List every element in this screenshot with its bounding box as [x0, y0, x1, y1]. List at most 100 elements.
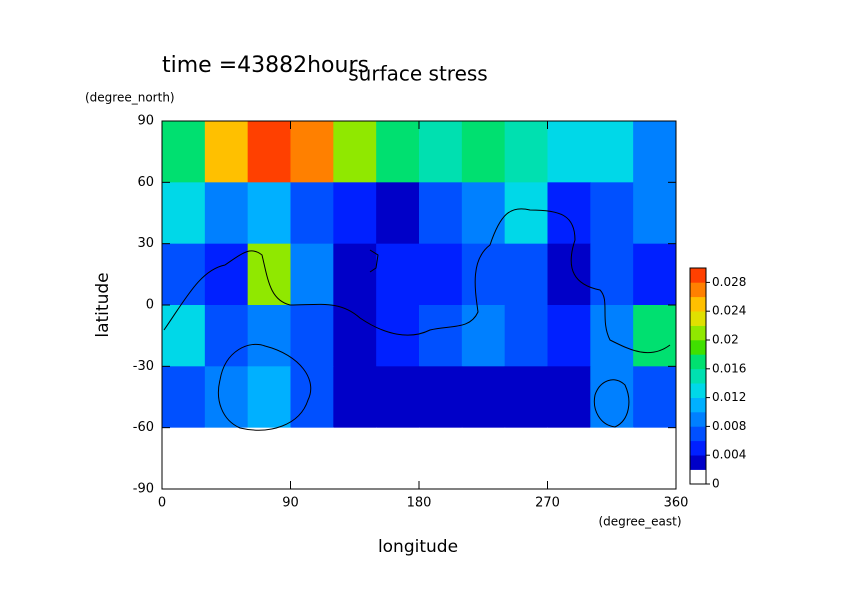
x-tick-label: 0 — [158, 496, 166, 511]
colorbar: 0 0.004 0.008 0.012 0.016 0.02 0.024 0.028 — [689, 267, 746, 491]
y-tick-label: 90 — [137, 114, 154, 129]
cell — [504, 121, 548, 183]
cell — [461, 366, 506, 429]
cell — [204, 243, 249, 306]
colorbar-swatch — [690, 426, 706, 442]
cell — [461, 182, 506, 245]
colorbar-swatch — [690, 397, 706, 413]
chart-title: surface stress — [348, 62, 487, 86]
cell — [547, 182, 591, 245]
cell — [376, 182, 420, 245]
cell — [247, 121, 291, 183]
y-tick-label: -90 — [133, 482, 154, 497]
cell — [504, 427, 548, 490]
cell — [333, 182, 377, 245]
cell — [419, 305, 463, 367]
cell — [419, 366, 463, 429]
cell — [419, 121, 463, 183]
cell — [590, 305, 634, 367]
cell — [590, 427, 634, 490]
cell — [333, 121, 377, 183]
cell — [204, 366, 249, 429]
cell — [204, 182, 249, 245]
cell — [162, 305, 206, 367]
subtitle: time =43882hours — [162, 53, 369, 78]
cell — [333, 427, 377, 490]
x-unit: (degree_east) — [598, 515, 681, 529]
cell — [633, 366, 677, 429]
cell — [204, 121, 249, 183]
cell — [461, 427, 506, 490]
colorbar-swatch — [690, 469, 706, 485]
cell — [590, 121, 634, 183]
colorbar-swatch — [690, 368, 706, 384]
cell — [419, 427, 463, 490]
colorbar-tick-label: 0.016 — [712, 361, 746, 375]
cell — [204, 305, 249, 367]
cell — [504, 305, 548, 367]
cell — [247, 366, 291, 429]
cell — [547, 305, 591, 367]
cell — [547, 121, 591, 183]
cell — [461, 243, 506, 306]
cell — [247, 243, 291, 306]
colorbar-swatch — [690, 354, 706, 370]
colorbar-frame — [689, 267, 707, 485]
cell — [162, 243, 206, 306]
cell — [590, 366, 634, 429]
cell — [290, 243, 334, 306]
x-tick-label: 360 — [664, 496, 689, 511]
colorbar-swatch — [690, 282, 706, 298]
colorbar-tick-label: 0.004 — [712, 448, 746, 462]
colorbar-swatch — [690, 311, 706, 326]
cell — [204, 427, 249, 490]
y-unit: (degree_north) — [85, 91, 175, 105]
cell — [419, 243, 463, 306]
cell — [333, 366, 377, 429]
x-label: longitude — [378, 537, 458, 557]
y-tick-label: 30 — [137, 236, 154, 251]
cell — [247, 427, 291, 490]
cell — [590, 243, 634, 306]
colorbar-swatch — [690, 268, 706, 283]
y-label: latitude — [93, 272, 113, 337]
colorbar-swatch — [690, 296, 706, 312]
cell — [290, 182, 334, 245]
x-tick-label: 270 — [535, 496, 560, 511]
field — [162, 121, 677, 490]
colorbar-swatch — [690, 455, 706, 470]
y-tick-label: -60 — [133, 420, 154, 435]
cell — [290, 366, 334, 429]
colorbar-swatch — [690, 383, 706, 398]
cell — [590, 182, 634, 245]
cell — [290, 121, 334, 183]
cell — [376, 427, 420, 490]
cell — [461, 305, 506, 367]
cell — [162, 182, 206, 245]
colorbar-swatch — [690, 412, 706, 427]
coastlines — [163, 208, 671, 431]
cell — [333, 305, 377, 367]
cell — [290, 427, 334, 490]
y-tick-label: -30 — [133, 359, 154, 374]
cell — [162, 427, 206, 490]
cell — [504, 243, 548, 306]
colorbar-tick-label: 0.02 — [712, 333, 739, 347]
cell — [376, 366, 420, 429]
cell — [633, 182, 677, 245]
cell — [504, 182, 548, 245]
colorbar-tick-label: 0 — [712, 477, 720, 491]
cell — [162, 121, 206, 183]
cell — [547, 366, 591, 429]
cell — [162, 366, 206, 429]
x-tick-label: 90 — [282, 496, 299, 511]
colorbar-swatch — [690, 325, 706, 341]
cell — [633, 427, 677, 490]
cell — [290, 305, 334, 367]
cell — [633, 305, 677, 367]
y-tick-label: 60 — [137, 175, 154, 190]
cell — [633, 121, 677, 183]
colorbar-tick-label: 0.024 — [712, 304, 746, 318]
colorbar-tick-label: 0.028 — [712, 275, 746, 289]
